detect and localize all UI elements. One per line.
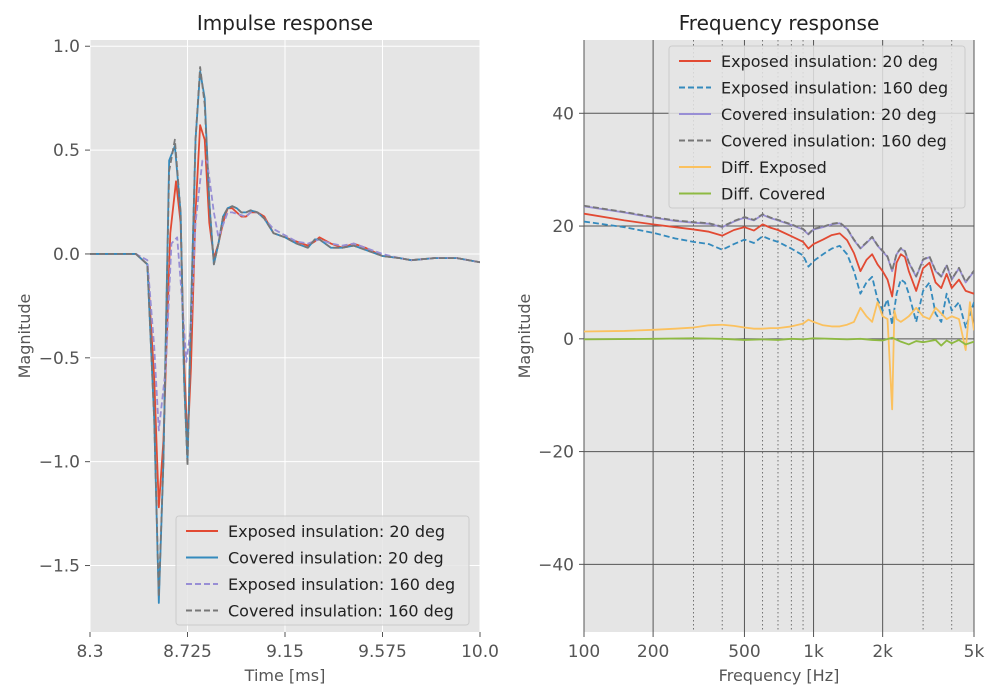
y-axis-label: Magnitude xyxy=(515,294,534,379)
series-line-exposed-insulation-160-deg xyxy=(90,159,480,432)
x-tick-label: 10.0 xyxy=(461,642,499,662)
x-axis-label: Time [ms] xyxy=(244,666,326,685)
legend: Exposed insulation: 20 deg Covered insula… xyxy=(175,515,470,626)
series-line-exposed-insulation-20-deg xyxy=(584,212,974,298)
x-tick-label: 8.725 xyxy=(163,642,212,662)
legend-label: Covered insulation: 160 deg xyxy=(721,132,947,151)
x-tick-label: 200 xyxy=(637,642,669,662)
legend: Exposed insulation: 20 deg Exposed insula… xyxy=(668,45,966,209)
series-group xyxy=(584,204,974,411)
y-tick-label: −1.5 xyxy=(39,557,80,577)
y-tick-label: −0.5 xyxy=(39,349,80,369)
legend-label: Exposed insulation: 20 deg xyxy=(228,522,445,541)
y-tick-label: 20 xyxy=(552,217,574,237)
series-group xyxy=(90,66,480,604)
x-tick-label: 500 xyxy=(728,642,760,662)
legend-label: Diff. Exposed xyxy=(721,158,827,177)
series-line-exposed-insulation-160-deg xyxy=(584,220,974,329)
y-tick-label: 0.5 xyxy=(53,141,80,161)
x-tick-label: 5k xyxy=(964,642,985,662)
x-tick-label: 9.15 xyxy=(266,642,304,662)
series-line-covered-insulation-160-deg xyxy=(90,66,480,598)
chart-title: Frequency response xyxy=(679,11,880,35)
y-tick-label: 0 xyxy=(563,330,574,350)
y-tick-label: −40 xyxy=(538,555,574,575)
chart-title: Impulse response xyxy=(197,11,373,35)
legend-label: Exposed insulation: 160 deg xyxy=(721,79,948,98)
y-tick-label: −20 xyxy=(538,443,574,463)
series-line-diff-exposed xyxy=(584,301,974,411)
x-tick-label: 8.3 xyxy=(76,642,103,662)
impulse-response-panel: 8.3 8.725 9.15 9.575 10.0 1.0 0.5 0.0 −0.5 −1.0 −1… xyxy=(15,11,499,685)
legend-box xyxy=(175,515,470,626)
x-tick-label: 9.575 xyxy=(358,642,407,662)
legend-label: Covered insulation: 20 deg xyxy=(228,549,444,568)
legend-label: Covered insulation: 20 deg xyxy=(721,105,937,124)
legend-label: Covered insulation: 160 deg xyxy=(228,602,454,621)
legend-label: Exposed insulation: 20 deg xyxy=(721,52,938,71)
series-line-diff-covered xyxy=(584,336,974,347)
series-line-covered-insulation-160-deg xyxy=(584,204,974,283)
y-tick-label: 1.0 xyxy=(53,37,80,57)
y-tick-label: 0.0 xyxy=(53,245,80,265)
legend-label: Exposed insulation: 160 deg xyxy=(228,575,455,594)
x-tick-label: 100 xyxy=(568,642,600,662)
x-tick-label: 2k xyxy=(872,642,893,662)
y-tick-label: 40 xyxy=(552,104,574,124)
y-axis-label: Magnitude xyxy=(15,294,34,379)
x-tick-label: 1k xyxy=(803,642,824,662)
y-tick-label: −1.0 xyxy=(39,453,80,473)
legend-label: Diff. Covered xyxy=(721,185,825,204)
x-axis-label: Frequency [Hz] xyxy=(719,666,840,685)
legend-box xyxy=(668,45,966,209)
